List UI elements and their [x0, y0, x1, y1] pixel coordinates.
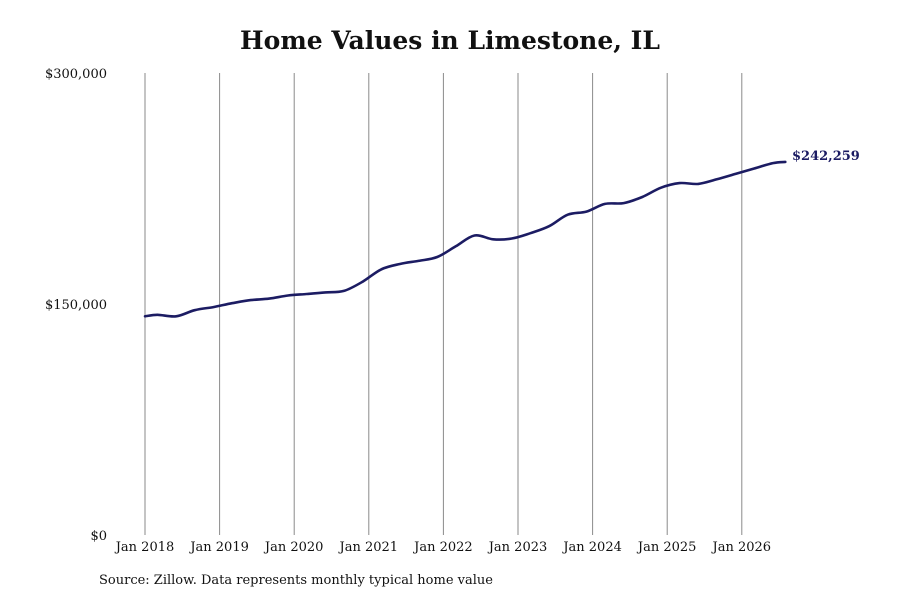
x-tick-label: Jan 2025 [636, 540, 697, 555]
x-tick-label: Jan 2019 [188, 540, 249, 555]
series-line [143, 160, 787, 318]
source-note: Source: Zillow. Data represents monthly … [99, 573, 493, 588]
x-tick-label: Jan 2022 [412, 540, 473, 555]
y-tick-label: $150,000 [45, 298, 107, 313]
x-tick-label: Jan 2023 [487, 540, 548, 555]
y-tick-label: $0 [90, 529, 107, 544]
x-tick-label: Jan 2021 [338, 540, 399, 555]
y-tick-label: $300,000 [45, 67, 107, 82]
x-axis-ticks: Jan 2018 Jan 2019 Jan 2020 Jan 2021 Jan 2022… [114, 540, 771, 555]
x-tick-label: Jan 2018 [114, 540, 175, 555]
x-tick-label: Jan 2024 [561, 540, 622, 555]
x-tick-label: Jan 2020 [263, 540, 324, 555]
x-tick-label: Jan 2026 [711, 540, 772, 555]
y-axis-ticks: $0 $150,000 $300,000 [45, 67, 107, 544]
end-value-label: $242,259 [792, 149, 860, 164]
chart-title: Home Values in Limestone, IL [240, 26, 660, 55]
gridlines [144, 73, 743, 535]
